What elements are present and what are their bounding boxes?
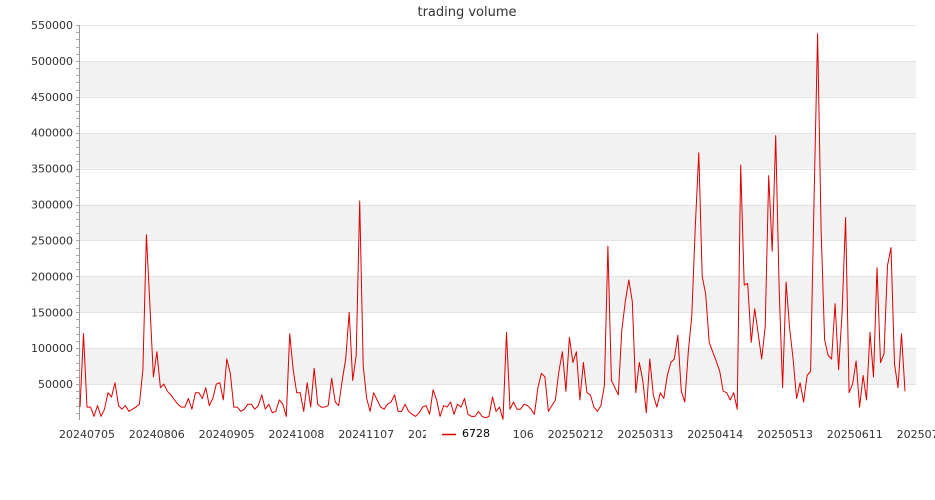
x-tick-label: 20240905	[199, 428, 255, 441]
series-lines	[79, 33, 906, 420]
x-tick-label: 20240806	[129, 428, 185, 441]
grid-bands	[80, 60, 916, 385]
y-tick-label: 150000	[31, 306, 73, 319]
series-line-0	[79, 33, 906, 420]
legend-box	[426, 424, 512, 442]
x-tick-label: 20250212	[548, 428, 604, 441]
y-axis-minor-ticks	[76, 25, 79, 414]
x-tick-label: 20250611	[827, 428, 883, 441]
y-tick-label: 450000	[31, 91, 73, 104]
y-tick-label: 500000	[31, 55, 73, 68]
x-tick-label: 20241008	[268, 428, 324, 441]
legend: 6728	[426, 424, 512, 442]
x-tick-label: 20250710	[897, 428, 935, 441]
x-tick-label: 20250313	[617, 428, 673, 441]
chart-title: trading volume	[417, 5, 516, 20]
y-tick-label: 400000	[31, 127, 73, 140]
x-tick-label: 20250513	[757, 428, 813, 441]
x-tick-label: 20250414	[687, 428, 743, 441]
y-axis-tick-labels: 50000 100000 150000 200000 250000 300000 35000…	[31, 19, 73, 391]
y-tick-label: 200000	[31, 270, 73, 283]
y-tick-label: 300000	[31, 199, 73, 212]
grid-band	[80, 348, 916, 385]
grid-band	[80, 204, 916, 241]
legend-label: 6728	[462, 427, 490, 440]
y-tick-label: 50000	[38, 378, 73, 391]
y-tick-label: 250000	[31, 234, 73, 247]
grid-band	[80, 276, 916, 313]
y-tick-label: 550000	[31, 19, 73, 32]
grid-band	[80, 60, 916, 97]
grid-band	[80, 132, 916, 169]
x-tick-label: 20240705	[59, 428, 115, 441]
x-tick-label: 20241107	[338, 428, 394, 441]
y-tick-label: 350000	[31, 163, 73, 176]
y-tick-label: 100000	[31, 342, 73, 355]
